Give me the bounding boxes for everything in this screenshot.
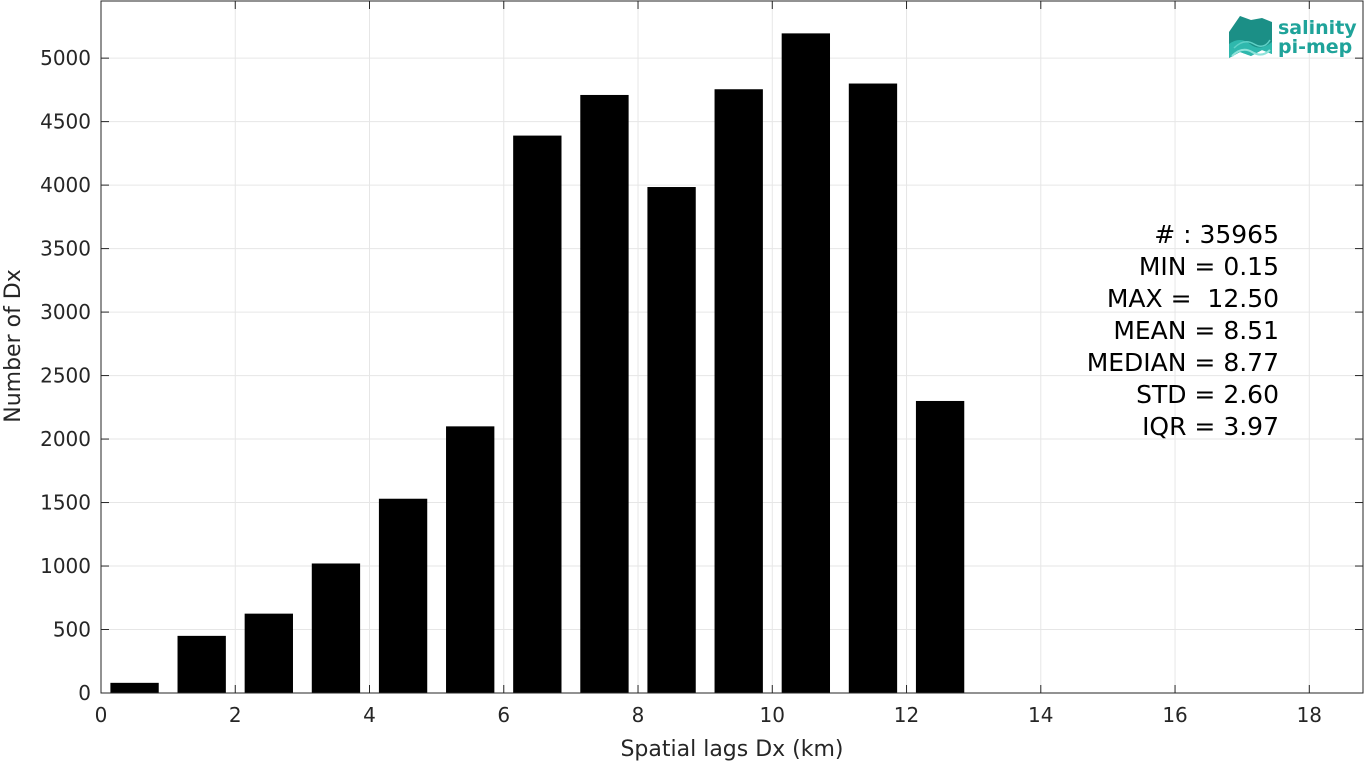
histogram-bar xyxy=(580,94,629,693)
y-tick-label: 1500 xyxy=(40,491,91,515)
stat-std: STD = 2.60 xyxy=(1136,380,1279,409)
logo-text-pi-mep: pi-mep xyxy=(1278,36,1352,58)
x-tick-label: 10 xyxy=(760,703,785,727)
x-tick-label: 4 xyxy=(363,703,376,727)
stat-count: # : 35965 xyxy=(1154,220,1279,249)
y-tick-label: 2000 xyxy=(40,427,91,451)
x-tick-label: 16 xyxy=(1162,703,1187,727)
x-axis-label: Spatial lags Dx (km) xyxy=(620,737,843,762)
salinity-pi-mep-logo: salinity pi-mep xyxy=(1229,16,1357,58)
histogram-bar xyxy=(177,635,226,693)
histogram-bar xyxy=(378,498,428,693)
logo-text-salinity: salinity xyxy=(1278,17,1357,39)
stat-min: MIN = 0.15 xyxy=(1139,252,1279,281)
wave-logo-icon xyxy=(1229,16,1272,58)
y-tick-label: 3000 xyxy=(40,300,91,324)
histogram-bar xyxy=(446,426,495,693)
axis-ticks xyxy=(100,1,1363,694)
x-gridlines xyxy=(234,1,1310,693)
histogram-bar xyxy=(714,89,763,694)
histogram-bar xyxy=(781,33,831,693)
stat-max: MAX = 12.50 xyxy=(1107,284,1279,313)
stat-median: MEDIAN = 8.77 xyxy=(1087,348,1279,377)
histogram-bar xyxy=(513,135,562,693)
x-tick-label: 6 xyxy=(497,703,510,727)
histogram-bars xyxy=(110,33,965,694)
histogram-bar xyxy=(110,682,159,693)
x-tick-label: 18 xyxy=(1297,703,1322,727)
histogram-bar xyxy=(848,83,898,694)
histogram-bar xyxy=(244,613,293,693)
y-tick-label: 3500 xyxy=(40,237,91,261)
x-tick-label: 14 xyxy=(1028,703,1053,727)
y-tick-labels: 0 500 1000 1500 2000 2500 3000 3500 4000 4500 5000 xyxy=(40,46,91,705)
x-tick-label: 0 xyxy=(95,703,108,727)
x-tick-label: 12 xyxy=(894,703,919,727)
stat-mean: MEAN = 8.51 xyxy=(1113,316,1279,345)
stat-iqr: IQR = 3.97 xyxy=(1142,412,1279,441)
y-tick-label: 1000 xyxy=(40,554,91,578)
y-tick-label: 2500 xyxy=(40,364,91,388)
y-tick-label: 4500 xyxy=(40,110,91,134)
y-tick-label: 5000 xyxy=(40,46,91,70)
histogram-bar xyxy=(311,563,361,693)
statistics-block: # : 35965 MIN = 0.15 MAX = 12.50 MEAN = … xyxy=(1087,220,1279,441)
histogram-bar xyxy=(647,187,696,693)
plot-frame xyxy=(100,0,1364,694)
y-tick-label: 4000 xyxy=(40,173,91,197)
x-tick-labels: 0 2 4 6 8 10 12 14 16 18 xyxy=(95,703,1322,727)
y-tick-label: 0 xyxy=(78,681,91,705)
x-tick-label: 2 xyxy=(229,703,242,727)
y-tick-label: 500 xyxy=(53,618,91,642)
x-tick-label: 8 xyxy=(632,703,645,727)
histogram-bar xyxy=(915,400,965,693)
y-axis-label: Number of Dx xyxy=(1,269,26,423)
